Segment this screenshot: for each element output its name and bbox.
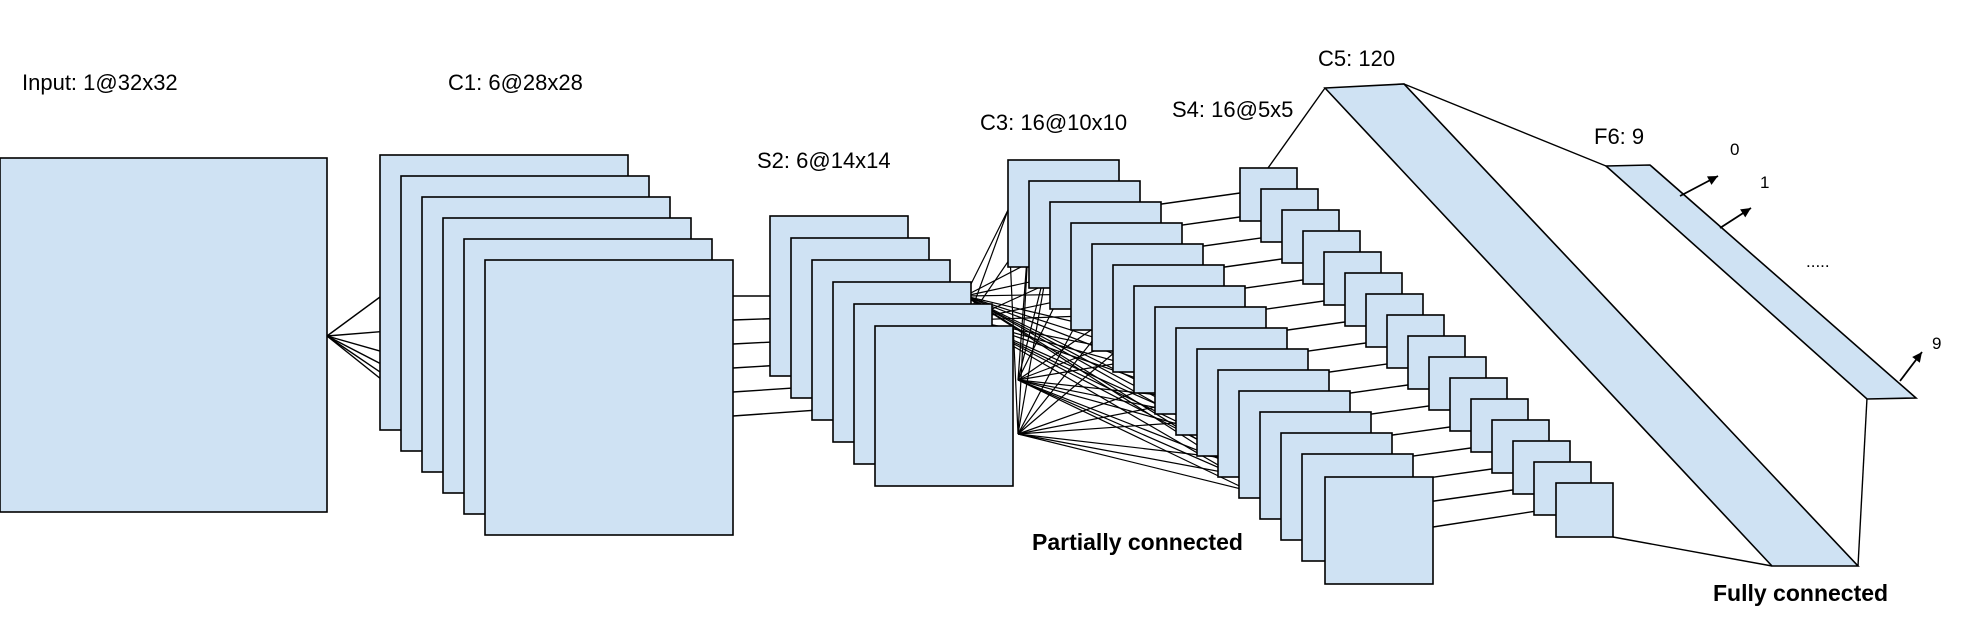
fully-connected-label: Fully connected — [1713, 580, 1889, 606]
c1-layer-label: C1: 6@28x28 — [448, 70, 583, 95]
c3-layer-label: C3: 16@10x10 — [980, 110, 1128, 135]
f6-layer-slab — [1603, 164, 1919, 400]
c5-layer-slab — [1323, 83, 1860, 567]
output-arrows — [1679, 175, 1923, 382]
output-label-0: 0 — [1730, 140, 1740, 159]
output-ellipsis: ..... — [1806, 252, 1830, 271]
output-arrow-1-head — [1740, 208, 1751, 218]
s2-feature-map-6 — [874, 325, 1014, 487]
output-label-9: 9 — [1932, 334, 1942, 353]
c3-feature-map-16 — [1324, 476, 1434, 585]
input-layer-label: Input: 1@32x32 — [22, 70, 178, 95]
output-label-1: 1 — [1760, 173, 1770, 192]
s4-to-c5-top-line — [1267, 87, 1326, 169]
c1-feature-map-6 — [484, 259, 734, 536]
c5-layer-label: C5: 120 — [1318, 46, 1396, 71]
s2-to-c3-line — [964, 209, 1009, 297]
c5-to-f6-bottom-line — [1857, 397, 1868, 567]
c5-to-f6-top-line — [1403, 83, 1607, 167]
output-arrow-9-head — [1912, 352, 1922, 363]
s4-layer-label: S4: 16@5x5 — [1172, 97, 1294, 122]
partially-connected-label: Partially connected — [1032, 529, 1243, 555]
s4-to-c5-bottom-line — [1612, 536, 1773, 567]
f6-layer-label: F6: 9 — [1594, 124, 1645, 149]
input-map — [0, 157, 328, 513]
s2-layer-label: S2: 6@14x14 — [757, 148, 891, 173]
feature-maps — [0, 83, 1919, 585]
output-arrow-0-head — [1707, 176, 1718, 185]
input-to-c1-line — [326, 296, 381, 337]
s4-feature-map-16 — [1555, 482, 1614, 538]
